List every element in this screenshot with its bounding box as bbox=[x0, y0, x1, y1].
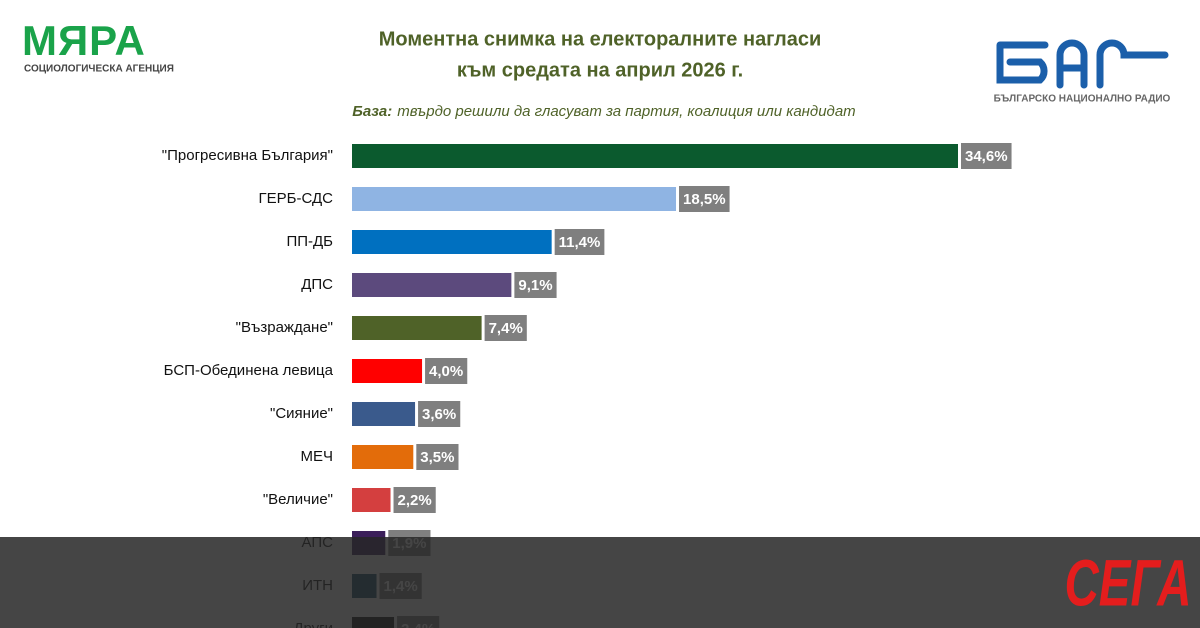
brand-logo bbox=[996, 39, 1169, 89]
y-tick-label: "Сияние" bbox=[270, 405, 333, 422]
y-tick-label: "Величие" bbox=[263, 491, 333, 508]
value-label-box bbox=[418, 401, 461, 427]
value-label-box bbox=[679, 186, 730, 212]
bar bbox=[352, 445, 414, 469]
y-tick-label: "Прогресивна България" bbox=[162, 147, 333, 164]
logo-shape bbox=[996, 41, 1049, 84]
y-tick-label: БСП-Обединена левица bbox=[164, 362, 334, 379]
value-label: 34,6% bbox=[965, 148, 1008, 165]
value-label: 4,0% bbox=[429, 363, 463, 380]
bar bbox=[352, 273, 512, 297]
logo-caption: СОЦИОЛОГИЧЕСКА АГЕНЦИЯ bbox=[24, 64, 174, 75]
plot: "Прогресивна България" 34,6% ГЕРБ-СДС 18,5%… bbox=[162, 143, 1012, 628]
corner-logo: СЕГА bbox=[1064, 547, 1191, 620]
logo-caption: БЪЛГАРСКО НАЦИОНАЛНО РАДИО bbox=[994, 94, 1171, 105]
chart-subtitle: База: твърдо решили да гласуват за партия… bbox=[352, 103, 855, 120]
value-label-box bbox=[514, 272, 557, 298]
subtitle-label: База: bbox=[352, 103, 392, 120]
y-tick-label: ДПС bbox=[301, 276, 333, 293]
value-label: 9,1% bbox=[518, 277, 552, 294]
bar bbox=[352, 316, 482, 340]
value-label: 2,2% bbox=[398, 492, 432, 509]
y-tick-label: МЕЧ bbox=[301, 448, 334, 465]
chart-title: към средата на април 2026 г. bbox=[457, 59, 743, 81]
value-label: 3,5% bbox=[420, 449, 454, 466]
overlay-band bbox=[0, 537, 1200, 628]
chart-title: Моментна снимка на електоралните нагласи bbox=[379, 28, 822, 50]
logo-shape bbox=[1056, 39, 1088, 89]
y-tick-label: ПП-ДБ bbox=[286, 233, 333, 250]
bar bbox=[352, 187, 677, 211]
bar bbox=[352, 144, 958, 168]
value-label-box bbox=[554, 229, 605, 255]
logo-shape bbox=[1096, 39, 1169, 89]
y-tick-label: ГЕРБ-СДС bbox=[259, 190, 334, 207]
value-label: 18,5% bbox=[683, 191, 726, 208]
value-label: 11,4% bbox=[559, 234, 601, 251]
bar bbox=[352, 230, 552, 254]
bar bbox=[352, 402, 416, 426]
value-label-box bbox=[484, 315, 527, 341]
logo-name: МЯРА bbox=[22, 17, 146, 64]
value-label: 3,6% bbox=[422, 406, 456, 423]
bar bbox=[352, 359, 423, 383]
value-label-box bbox=[393, 487, 436, 513]
bar bbox=[352, 488, 391, 512]
y-tick-label: "Възраждане" bbox=[236, 319, 333, 336]
value-label-box bbox=[961, 143, 1012, 169]
subtitle-text: твърдо решили да гласуват за партия, коа… bbox=[397, 103, 855, 120]
value-label-box bbox=[425, 358, 468, 384]
value-label-box bbox=[416, 444, 459, 470]
value-label: 7,4% bbox=[489, 320, 523, 337]
